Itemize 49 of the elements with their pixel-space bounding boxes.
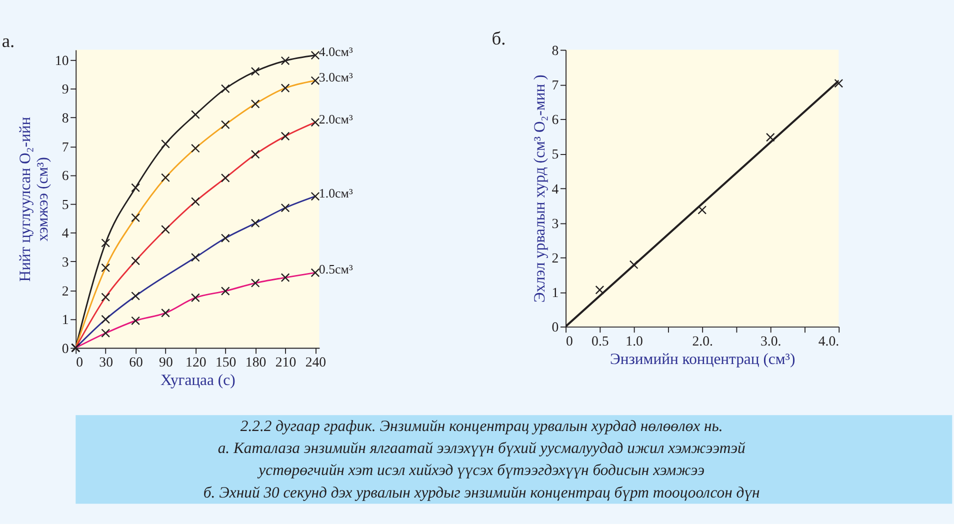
- y-tick-label: 4: [62, 226, 69, 241]
- text: 2.2.2 дугаар график. Энзимийн концентрац урвалын хурдад нөлөөлөх нь.: [240, 418, 723, 435]
- y-tick-label: 5: [552, 146, 559, 162]
- y-tick-label: 4: [552, 181, 559, 196]
- x-tick-label: 180: [245, 354, 266, 370]
- y-tick-label: 9: [62, 82, 69, 97]
- y-tick-label: 0: [552, 320, 559, 335]
- y-axis-title: Эхлэл урвалын хурд (см³ O₂-мин ): [531, 74, 548, 303]
- y-tick-label: 8: [62, 110, 69, 126]
- x-tick-label: 0: [76, 354, 84, 370]
- chart-title: а.: [2, 30, 15, 51]
- y-tick-label: 2: [62, 283, 69, 298]
- x-tick-label: 4.0.: [818, 334, 840, 348]
- x-tick-label: 60: [129, 354, 144, 370]
- y-tick-label: 1: [62, 312, 69, 328]
- text: б. Эхний 30 секунд дэх урвалын хурдыг энзимийн концентрац бүрт тооцоолсон дүн: [203, 484, 760, 502]
- text: а. Каталаза энзимийн ялгаатай ээлэхүүн бүхий уусмалуудад ижил хэмжээтэй: [218, 440, 746, 457]
- x-tick-label: 90: [159, 354, 173, 370]
- x-tick-label: 240: [305, 354, 326, 370]
- series-label: 2.0см³: [318, 111, 353, 126]
- y-tick-label: 10: [54, 52, 69, 68]
- y-tick-label: 3: [62, 254, 69, 270]
- x-tick-label: 2.0.: [692, 334, 713, 348]
- series-label: 3.0см³: [318, 70, 353, 85]
- y-tick-label: 6: [552, 112, 559, 128]
- chart-title: б.: [492, 28, 506, 48]
- x-tick-label: 210: [275, 354, 296, 370]
- y-tick-label: 7: [552, 77, 559, 92]
- series-label: 0.5см³: [318, 262, 353, 277]
- x-tick-label: 0: [566, 334, 574, 348]
- series-label: 4.0см³: [318, 44, 353, 60]
- x-tick-label: 120: [186, 354, 206, 370]
- x-tick-label: 0.5: [592, 334, 609, 348]
- y-tick-label: 5: [62, 196, 69, 212]
- y-tick-label: 6: [62, 168, 69, 184]
- x-tick-label: 3.0.: [760, 334, 782, 348]
- text: устөрөгчийн хэт исэл хийхэд үүсэх бүтээгдэхүүн бодисын хэмжээ: [256, 462, 705, 480]
- x-axis-title: Хугацаа (с): [160, 372, 236, 390]
- x-axis-title: Энзимийн концентрац (см³): [610, 350, 796, 368]
- y-tick-label: 3: [552, 216, 559, 231]
- y-axis-title: Нийт цуглуулсан O₂-ийн хэмжээ (см³): [16, 116, 52, 282]
- x-tick-label: 30: [99, 354, 114, 370]
- series-label: 1.0см³: [318, 185, 353, 200]
- x-tick-label: 1.0: [626, 334, 644, 348]
- x-tick-label: 150: [215, 354, 236, 370]
- y-tick-label: 7: [62, 139, 69, 154]
- y-tick-label: 2: [552, 250, 559, 266]
- y-tick-label: 1: [552, 285, 559, 300]
- y-tick-label: 8: [552, 42, 559, 58]
